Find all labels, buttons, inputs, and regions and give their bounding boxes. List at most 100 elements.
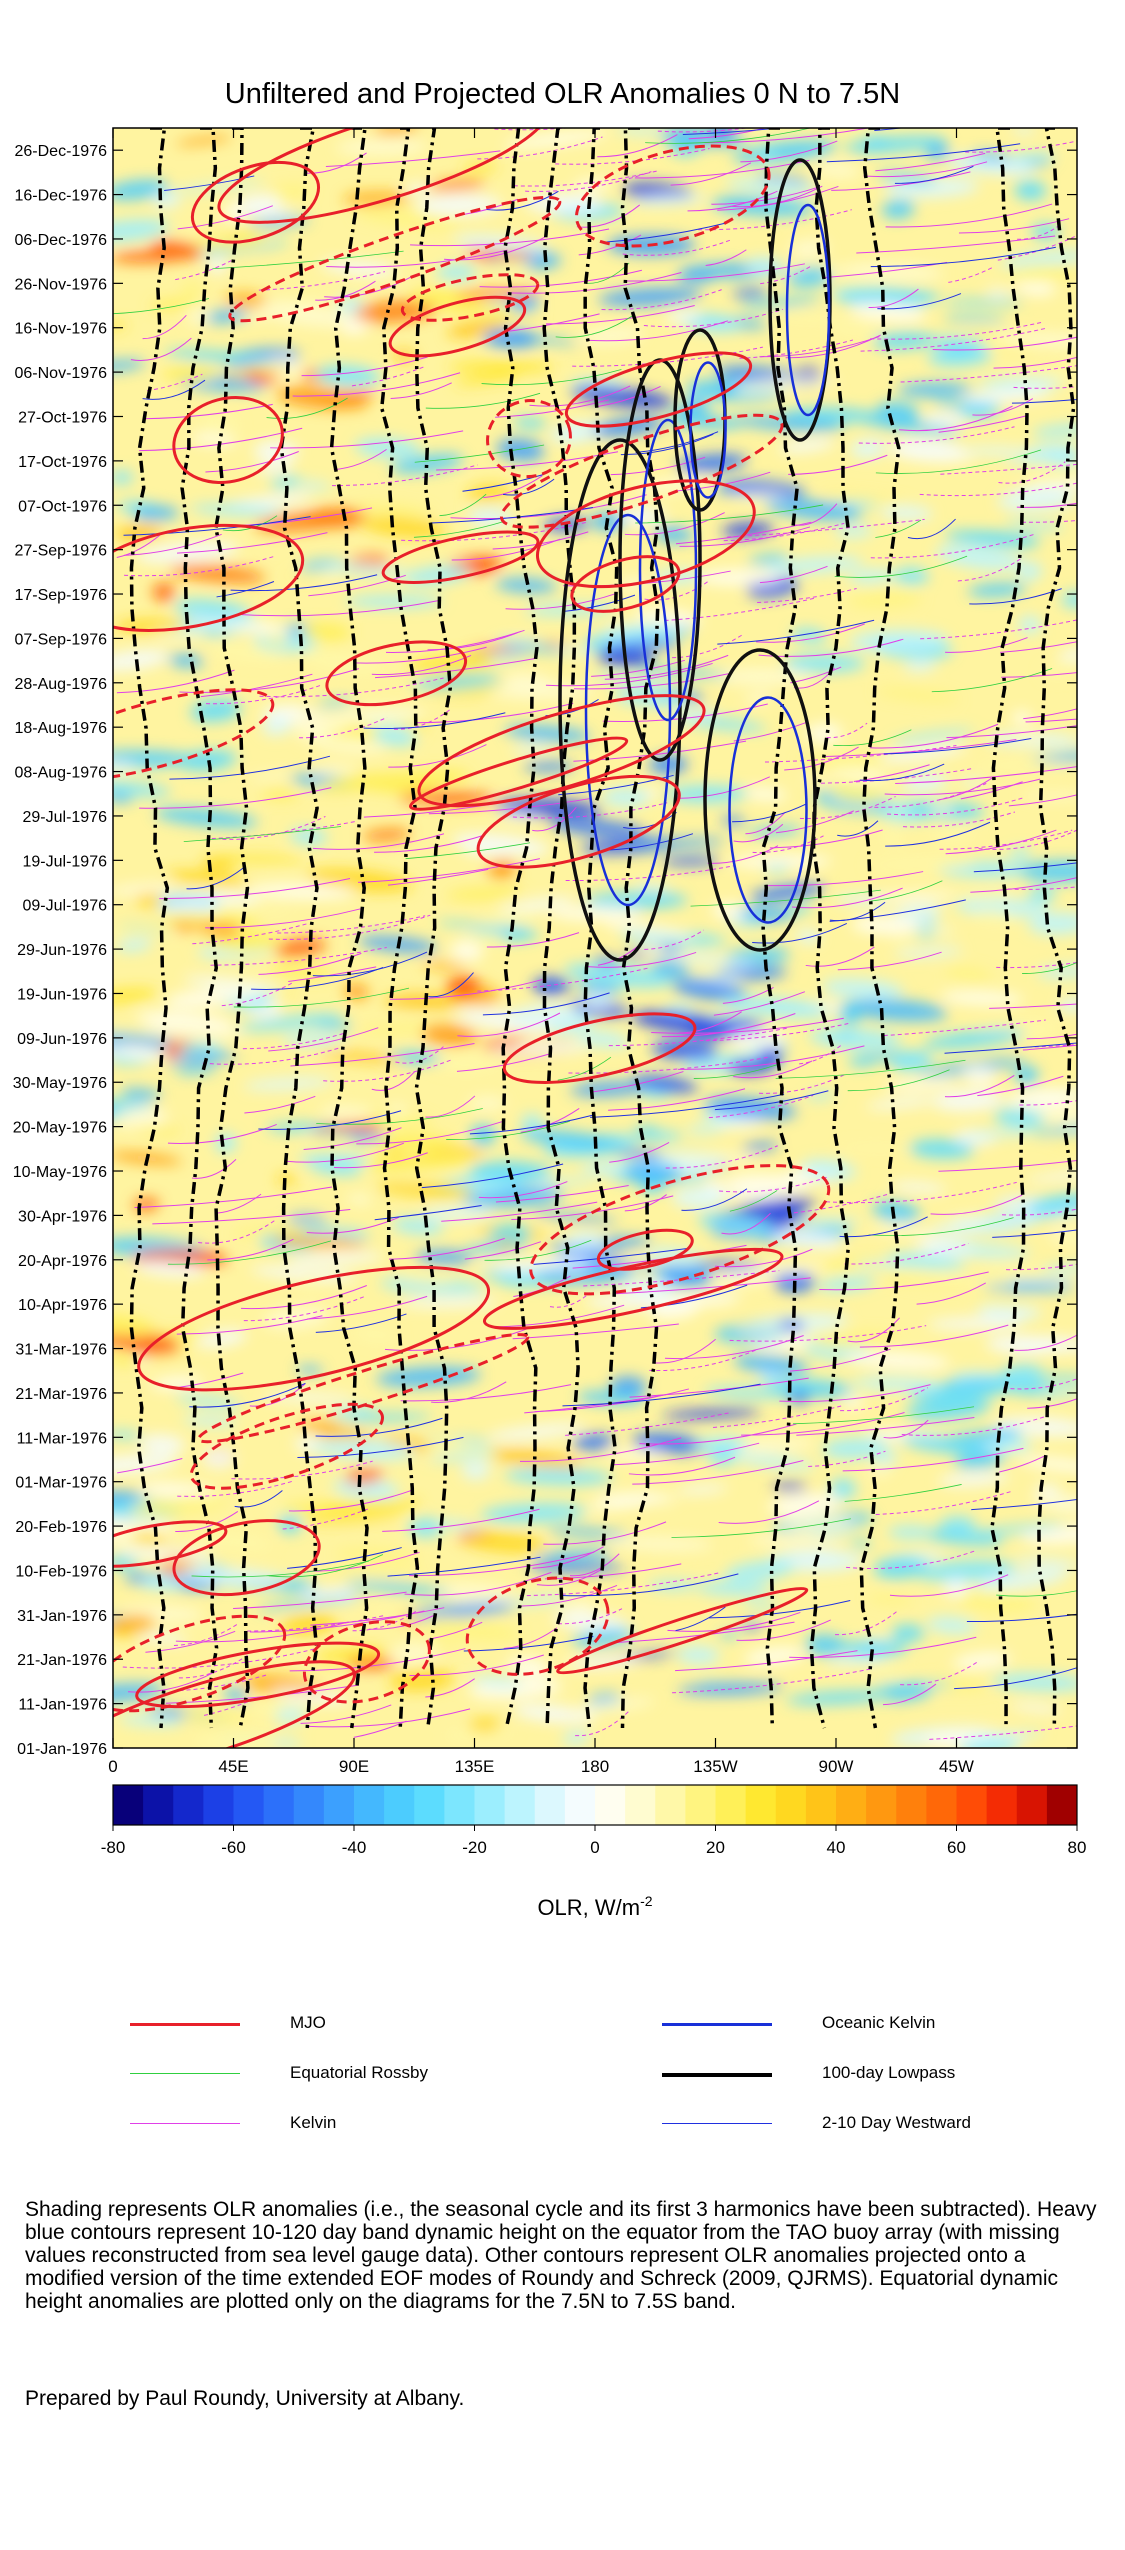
contour-line <box>591 659 685 677</box>
shading-cell <box>892 931 914 947</box>
shading-cell <box>908 1139 975 1159</box>
shading-cell <box>647 1580 699 1590</box>
shading-cell <box>1005 1088 1077 1109</box>
contour-line <box>368 1614 436 1630</box>
shading-cell <box>842 1395 865 1408</box>
shading-cell <box>972 1297 1045 1307</box>
contour-line <box>381 530 540 584</box>
colorbar-swatch <box>595 1785 626 1825</box>
shading-cell <box>601 787 650 807</box>
shading-cell <box>985 288 1011 297</box>
shading-cell <box>812 1254 897 1272</box>
shading-cell <box>650 960 690 979</box>
contour-line <box>721 1212 771 1235</box>
shading-cell <box>496 641 566 653</box>
contour-line <box>212 250 404 270</box>
contour-line <box>189 1402 384 1490</box>
contour-line <box>887 797 1023 816</box>
shading-cell <box>778 438 836 453</box>
contour-line <box>533 1248 688 1265</box>
contour-line <box>932 336 1077 351</box>
shading-cell <box>939 990 1024 1006</box>
shading-cell <box>300 1587 344 1600</box>
contour-line <box>387 868 489 886</box>
contour-line <box>717 619 875 645</box>
contour-line <box>532 806 577 832</box>
contour-line <box>1014 1334 1077 1351</box>
shading-cell <box>479 910 545 925</box>
shading-cell <box>303 1133 353 1148</box>
shading-cell <box>362 828 411 842</box>
contour-line <box>590 1093 785 1118</box>
shading-cell <box>967 582 1027 597</box>
shading-cell <box>1019 860 1077 883</box>
shading-cell <box>169 180 267 194</box>
colorbar-swatch <box>143 1785 174 1825</box>
contour-line <box>620 128 660 1729</box>
shading-cell <box>868 1664 904 1676</box>
contour-line <box>374 834 484 853</box>
contour-line <box>486 190 559 211</box>
colorbar-swatch <box>414 1785 445 1825</box>
contour-line <box>389 979 543 1000</box>
x-axis: 0 45E 90E 135E 180 135W 90W 45W <box>108 128 974 1776</box>
contour-line <box>129 128 170 1729</box>
contour-line <box>332 464 478 487</box>
contour-line <box>996 1590 1077 1597</box>
legend-swatch <box>662 2023 772 2026</box>
contour-line <box>940 463 1077 475</box>
shading-cell <box>848 301 927 323</box>
shading-cell <box>962 1066 997 1085</box>
colorbar-swatch <box>836 1785 867 1825</box>
contour-line <box>405 842 531 860</box>
contour-line <box>404 1571 552 1596</box>
shading-cell <box>946 533 1038 548</box>
shading-cell <box>173 599 251 621</box>
shading-cell <box>563 1731 590 1745</box>
contour-line <box>145 1630 236 1653</box>
contour-line <box>578 234 642 256</box>
contour-line <box>885 821 991 847</box>
shading-cell <box>945 967 993 982</box>
contour-line <box>977 1075 1064 1097</box>
contour-line <box>671 1518 851 1538</box>
legend-label: Equatorial Rossby <box>290 2063 428 2082</box>
contour-line <box>351 366 425 387</box>
shading-cell <box>164 350 274 364</box>
shading-cell <box>353 502 433 518</box>
contour-line <box>390 382 452 399</box>
shading-cell <box>312 736 387 754</box>
shading-cell <box>764 866 791 873</box>
contour-line <box>900 1661 978 1686</box>
shading-cell <box>893 567 930 585</box>
contour-line <box>561 1573 739 1597</box>
shading-cell <box>319 1050 404 1063</box>
contour-line <box>463 1636 594 1652</box>
contour-line <box>172 396 284 484</box>
contour-line <box>117 1457 183 1474</box>
shading-cell <box>243 1078 333 1090</box>
contour-line <box>305 1708 471 1728</box>
contour-line <box>562 1383 761 1407</box>
contour-line <box>929 1725 1077 1740</box>
shading-cell <box>647 1247 703 1262</box>
contour-line <box>357 858 540 883</box>
contour-line <box>113 523 305 632</box>
contour-line <box>535 479 756 589</box>
contour-line <box>788 454 888 475</box>
contour-line <box>839 1216 928 1238</box>
contour-100-day-lowpass <box>129 128 1076 1729</box>
contour-line <box>555 148 710 165</box>
contour-line <box>875 1490 1012 1516</box>
contour-line <box>501 128 539 1729</box>
contour-line <box>752 835 824 853</box>
shading-cell <box>140 1025 247 1041</box>
contour-line <box>569 1553 620 1577</box>
contour-line <box>884 778 1041 796</box>
shading-cell <box>113 884 177 895</box>
shading-cell <box>289 828 328 845</box>
shading-cell <box>834 894 890 905</box>
shading-cell <box>725 1560 796 1581</box>
shading-cell <box>623 1162 683 1183</box>
contour-line <box>242 1032 346 1050</box>
